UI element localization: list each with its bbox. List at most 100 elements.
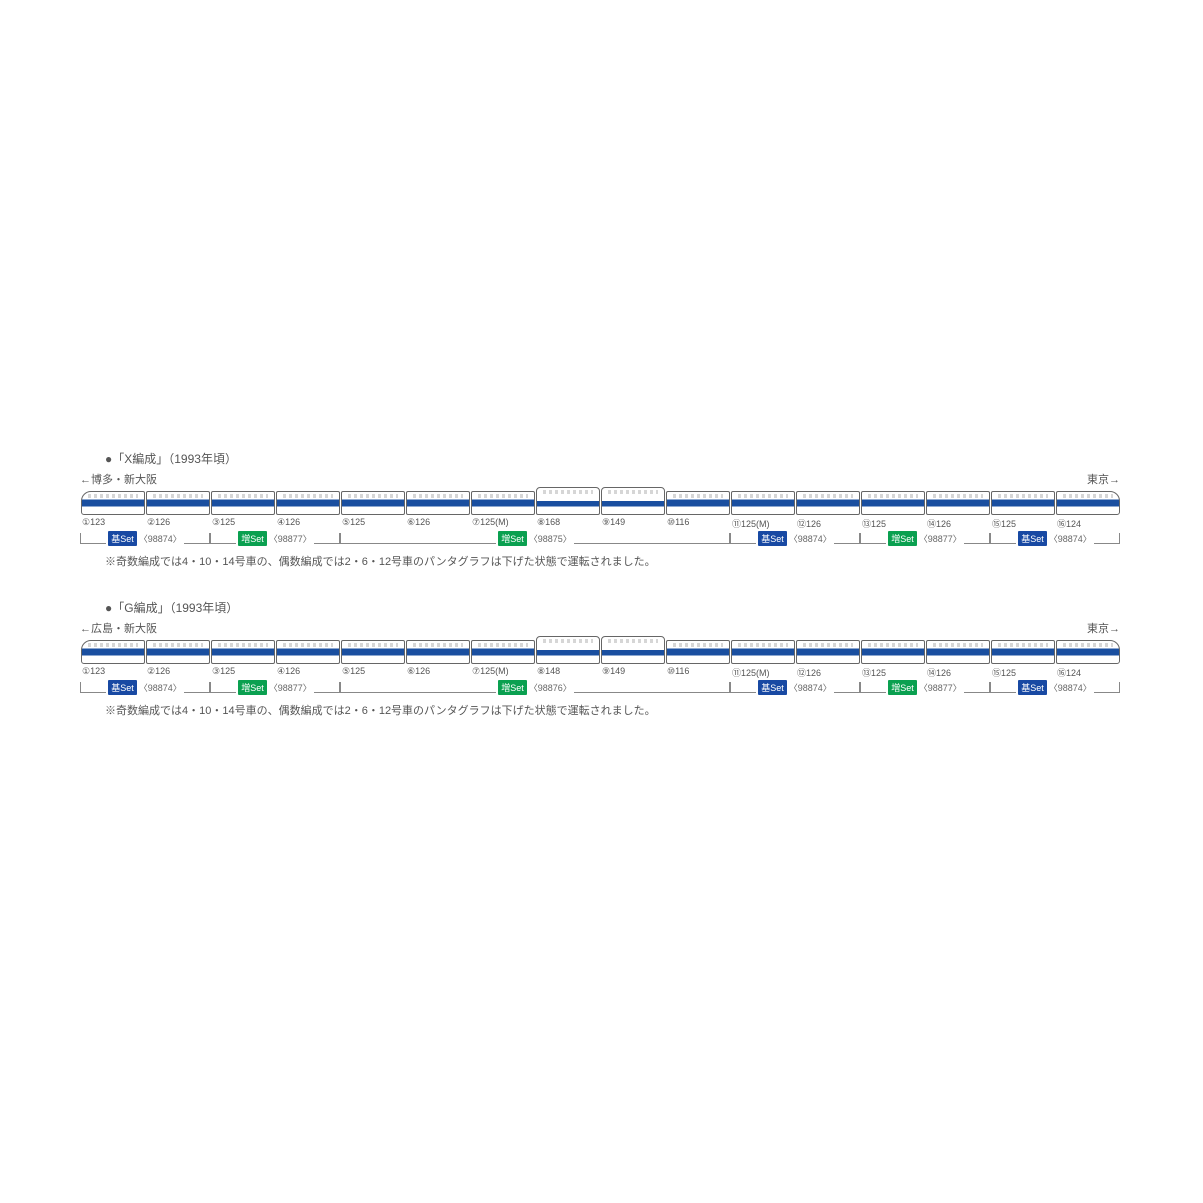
sets-row: 基Set〈98874〉増Set〈98877〉増Set〈98876〉基Set〈98… [80,680,1120,696]
train-car [536,487,600,515]
set-bracket-right [574,682,730,693]
train-car [341,640,405,664]
car-label: ⑨149 [600,666,665,679]
set-bracket-left [730,533,756,544]
set-bracket-right [1094,533,1120,544]
train-row [80,489,1120,515]
train-car [796,640,860,664]
set-group: 基Set〈98874〉 [80,680,210,695]
car-label: ⑥126 [405,666,470,679]
car-label: ⑫126 [795,666,860,679]
formation-note: ※奇数編成では4・10・14号車の、偶数編成では2・6・12号車のパンタグラフは… [80,553,1120,569]
set-group: 基Set〈98874〉 [990,680,1120,695]
set-badge: 増Set [238,680,267,695]
set-badge: 増Set [238,531,267,546]
car-label: ①123 [80,517,145,530]
train-car [861,491,925,515]
formation-block: ●「G編成」（1993年頃） ←広島・新大阪東京→ ①123②126③125④126… [80,599,1120,718]
set-code: 〈98874〉 [789,532,832,545]
car-label: ⑮125 [990,517,1055,530]
formation-block: ●「X編成」（1993年頃） ←博多・新大阪 東京→ ①123②126③125④126… [80,450,1120,569]
set-group: 増Set〈98877〉 [860,531,990,546]
car-label: ⑦125(M) [470,666,535,679]
car-label: ①123 [80,666,145,679]
set-code: 〈98877〉 [919,681,962,694]
train-car [796,491,860,515]
car-label: ⑬125 [860,517,925,530]
car-label: ⑭126 [925,517,990,530]
set-badge: 増Set [498,680,527,695]
set-code: 〈98874〉 [139,532,182,545]
train-car [926,491,990,515]
car-label: ⑧148 [535,666,600,679]
car-label: ⑧168 [535,517,600,530]
set-group: 増Set〈98876〉 [340,680,730,695]
formation-title: ●「X編成」（1993年頃） [80,450,1120,467]
set-bracket-right [834,533,860,544]
car-label: ⑤125 [340,666,405,679]
train-car [81,640,145,664]
train-car [926,640,990,664]
set-group: 基Set〈98874〉 [990,531,1120,546]
set-group: 基Set〈98874〉 [730,531,860,546]
set-code: 〈98874〉 [1049,532,1092,545]
car-label: ⑪125(M) [730,666,795,679]
direction-left: ←博多・新大阪 [80,471,157,487]
set-bracket-left [990,682,1016,693]
set-badge: 基Set [1018,531,1047,546]
set-badge: 基Set [108,531,137,546]
set-code: 〈98874〉 [1049,681,1092,694]
car-label: ③125 [210,517,275,530]
train-car [341,491,405,515]
train-car [406,640,470,664]
set-code: 〈98877〉 [269,532,312,545]
set-badge: 基Set [758,531,787,546]
set-badge: 基Set [758,680,787,695]
sets-row: 基Set〈98874〉増Set〈98877〉増Set〈98875〉基Set〈98… [80,531,1120,547]
direction-row: ←広島・新大阪東京→ [80,620,1120,636]
train-car [471,491,535,515]
set-badge: 基Set [108,680,137,695]
train-car [861,640,925,664]
set-bracket-right [184,533,210,544]
set-bracket-left [340,533,496,544]
car-label: ⑬125 [860,666,925,679]
car-label: ⑩116 [665,517,730,530]
set-bracket-left [730,682,756,693]
train-car [731,491,795,515]
set-bracket-left [340,682,496,693]
train-car [406,491,470,515]
set-code: 〈98874〉 [139,681,182,694]
car-labels-row: ①123②126③125④126⑤125⑥126⑦125(M)⑧148⑨149⑩… [80,666,1120,679]
set-code: 〈98874〉 [789,681,832,694]
car-label: ⑯124 [1055,517,1120,530]
car-label: ⑤125 [340,517,405,530]
diagram-content: ●「X編成」（1993年頃）←博多・新大阪東京→①123②126③125④126… [80,450,1120,748]
train-car [81,491,145,515]
set-code: 〈98875〉 [529,532,572,545]
train-car [276,640,340,664]
car-label: ②126 [145,517,210,530]
car-labels-row: ①123②126③125④126⑤125⑥126⑦125(M)⑧168⑨149⑩… [80,517,1120,530]
car-label: ③125 [210,666,275,679]
set-group: 基Set〈98874〉 [80,531,210,546]
train-car [601,636,665,664]
car-label: ⑫126 [795,517,860,530]
set-bracket-right [314,533,340,544]
car-label: ⑨149 [600,517,665,530]
car-label: ⑦125(M) [470,517,535,530]
set-bracket-left [80,682,106,693]
set-code: 〈98877〉 [269,681,312,694]
train-car [991,640,1055,664]
set-bracket-right [574,533,730,544]
car-label: ⑪125(M) [730,517,795,530]
set-group: 基Set〈98874〉 [730,680,860,695]
train-car [536,636,600,664]
set-bracket-left [860,533,886,544]
formation-title: ●「G編成」（1993年頃） [80,599,1120,616]
train-car [1056,491,1120,515]
set-badge: 基Set [1018,680,1047,695]
direction-right: 東京→ [1087,620,1120,636]
direction-right: 東京→ [1087,471,1120,487]
set-code: 〈98877〉 [919,532,962,545]
